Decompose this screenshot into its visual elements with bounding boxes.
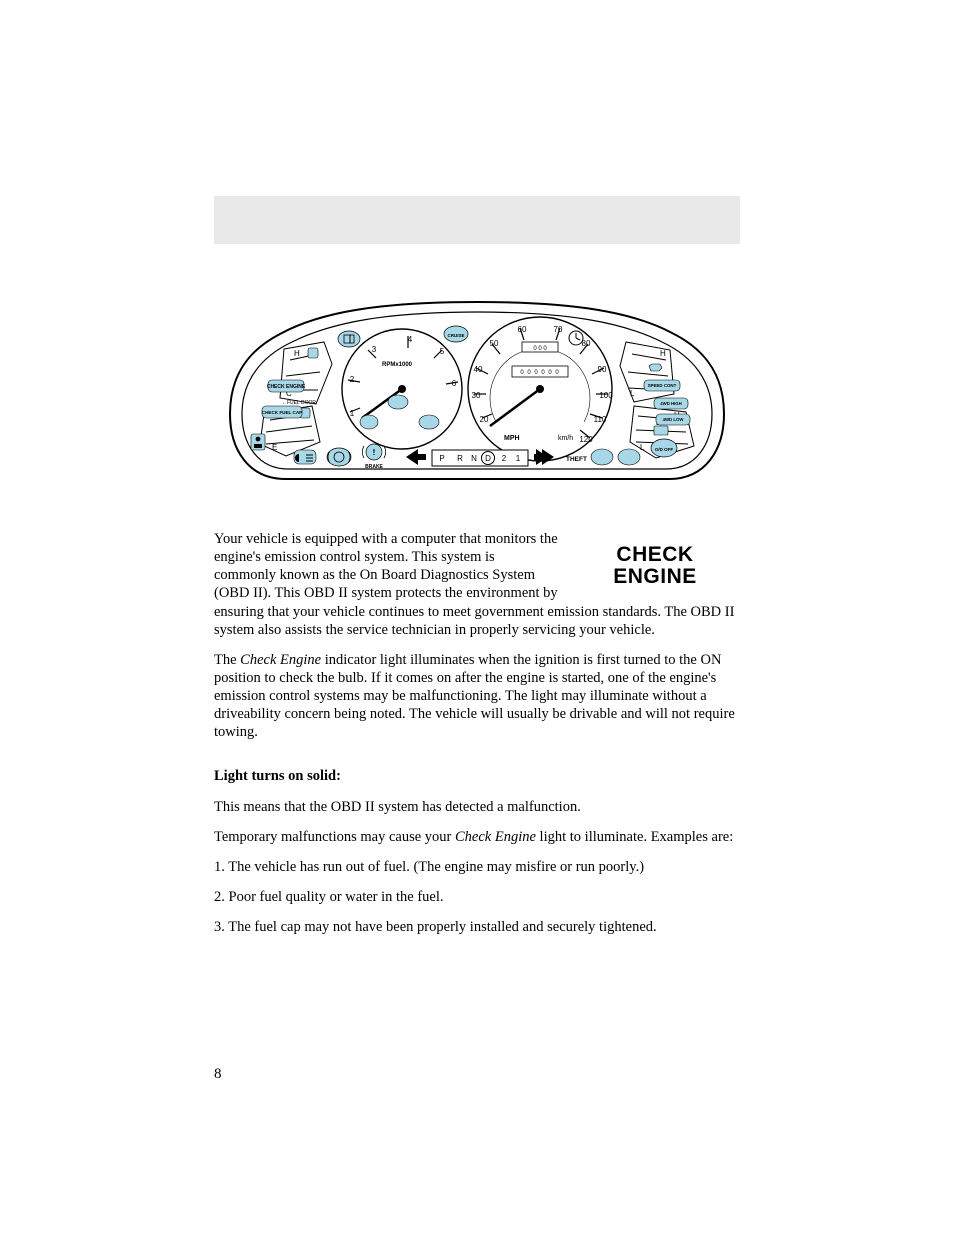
svg-text:4WD HIGH: 4WD HIGH [660,401,682,406]
paragraph-3: This means that the OBD II system has de… [214,798,740,816]
svg-text:0 0 0: 0 0 0 [533,346,547,352]
svg-text:L: L [630,389,635,398]
inset-line1: CHECK [616,544,693,566]
svg-text:RPMx1000: RPMx1000 [382,362,413,368]
svg-text:CHECK FUEL CAP: CHECK FUEL CAP [262,410,303,415]
speedometer-gauge: 20 30 40 50 60 70 80 90 100 110 120 [468,317,613,461]
svg-text:!: ! [373,448,376,457]
svg-text:H: H [294,349,300,358]
svg-text:120: 120 [579,435,593,444]
subheading-light-solid: Light turns on solid: [214,767,740,785]
instrument-cluster-diagram: H C F E ←FUEL DOOR CHECK ENGINE [214,294,740,490]
svg-text:N: N [471,454,477,463]
list-item-2: 2. Poor fuel quality or water in the fue… [214,888,740,906]
svg-text:2: 2 [502,454,507,463]
list-item-3: 3. The fuel cap may not have been proper… [214,918,740,936]
page-body: CHECK ENGINE Your vehicle is equipped wi… [214,530,740,948]
paragraph-2: The Check Engine indicator light illumin… [214,651,740,742]
svg-text:3: 3 [372,345,377,354]
svg-text:D: D [485,454,491,463]
svg-text:←FUEL DOOR: ←FUEL DOOR [282,400,316,406]
svg-text:2: 2 [350,375,355,384]
svg-text:SPEED CONT: SPEED CONT [648,383,677,388]
svg-text:CHECK ENGINE: CHECK ENGINE [267,384,306,390]
svg-text:BRAKE: BRAKE [365,464,383,470]
svg-text:4WD LOW: 4WD LOW [663,417,685,422]
paragraph-4: Temporary malfunctions may cause your Ch… [214,828,740,846]
svg-text:km/h: km/h [558,435,573,442]
svg-text:60: 60 [518,325,527,334]
svg-text:O/D OFF: O/D OFF [655,447,673,452]
svg-text:L: L [640,443,645,452]
svg-text:30: 30 [472,391,481,400]
svg-text:0 0 0 0 0 0: 0 0 0 0 0 0 [520,370,559,376]
check-engine-inset: CHECK ENGINE [570,530,740,602]
svg-text:1: 1 [516,454,521,463]
svg-text:P: P [439,454,444,463]
svg-text:MPH: MPH [504,435,520,442]
svg-text:E: E [272,443,277,452]
svg-text:R: R [457,454,463,463]
svg-text:THEFT: THEFT [566,456,587,463]
svg-text:100: 100 [599,391,613,400]
header-banner [214,196,740,244]
svg-text:CRUISE: CRUISE [447,333,464,338]
inset-line2: ENGINE [613,566,697,588]
svg-text:H: H [660,349,666,358]
page-number: 8 [214,1066,222,1083]
list-item-1: 1. The vehicle has run out of fuel. (The… [214,858,740,876]
